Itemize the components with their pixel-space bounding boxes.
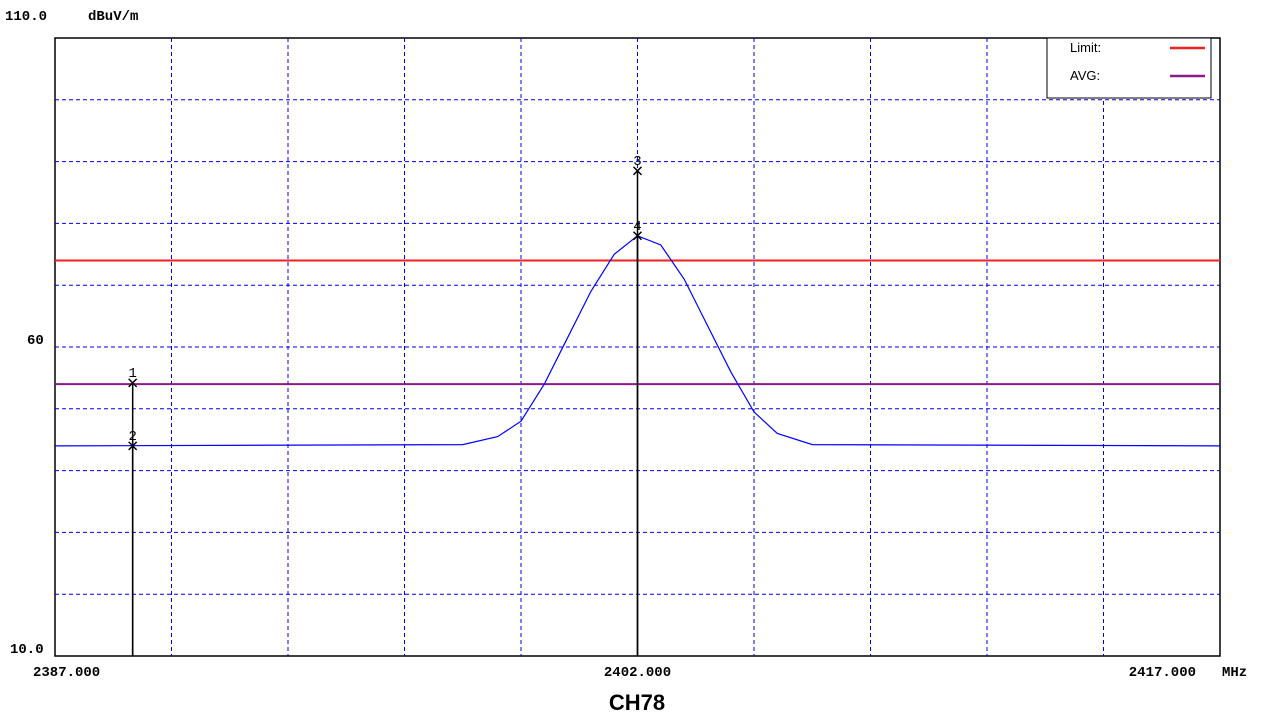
marker-point <box>632 166 643 176</box>
legend-label: Limit: <box>1070 40 1101 55</box>
legend: Limit: AVG: <box>1046 37 1212 99</box>
y-unit-label: dBuV/m <box>88 9 138 25</box>
x-unit-label: MHz <box>1222 665 1247 681</box>
spectrum-chart: 1 2 3 4 110.0 60 10.0 2387.000 2402.000 2417.000… <box>5 9 1247 681</box>
y-tick-label: 10.0 <box>10 642 44 658</box>
x-tick-label: 2417.000 <box>1129 665 1196 681</box>
x-tick-label: 2402.000 <box>604 665 671 681</box>
marker-label: 4 <box>633 219 641 235</box>
y-tick-label: 60 <box>27 333 44 349</box>
marker-point <box>128 378 138 388</box>
marker-label: 2 <box>128 429 136 445</box>
y-tick-label: 110.0 <box>5 9 47 25</box>
chart-caption: CH78 <box>608 690 666 715</box>
tick-labels: 110.0 60 10.0 2387.000 2402.000 2417.000 <box>5 9 1196 681</box>
markers-group: 1 2 3 4 <box>128 154 643 656</box>
marker-point <box>128 441 138 451</box>
marker-label: 1 <box>128 366 136 382</box>
legend-label: AVG: <box>1070 68 1100 83</box>
marker-label: 3 <box>633 154 641 170</box>
x-tick-label: 2387.000 <box>33 665 100 681</box>
marker-point <box>632 231 643 241</box>
